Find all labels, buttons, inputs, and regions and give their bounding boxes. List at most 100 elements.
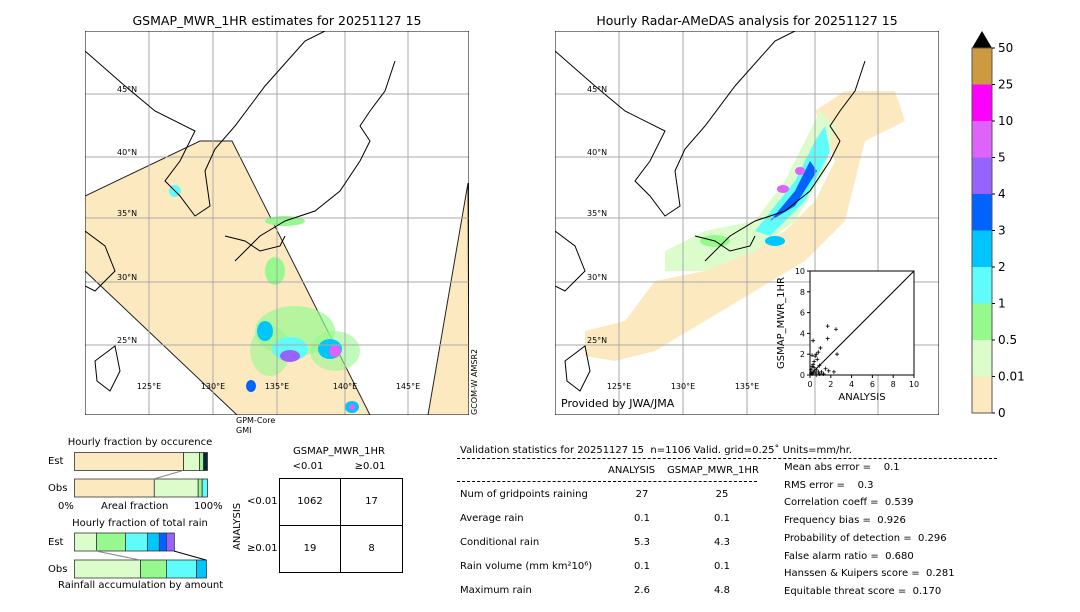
occ-est-label: Est — [48, 456, 64, 467]
colorbar-swatch — [972, 48, 992, 85]
connector — [95, 550, 141, 561]
lat-label: 45°N — [587, 85, 607, 94]
colorbar-swatch — [972, 194, 992, 231]
stat-label: Average rain — [460, 513, 524, 524]
rain-est-label: Est — [48, 537, 64, 548]
rain-est-segment — [166, 532, 175, 552]
score-line: Mean abs error = 0.1 — [784, 462, 900, 473]
scatter-point — [810, 364, 815, 369]
colorbar-tick-label: 25 — [998, 78, 1013, 92]
stats-divider — [457, 458, 997, 459]
scatter-point — [813, 370, 818, 375]
lat-label: 40°N — [117, 148, 137, 157]
scatter-point — [825, 336, 830, 341]
scatter-point — [809, 370, 814, 375]
stat-gsmap: 25 — [715, 489, 729, 500]
colorbar-tick-label: 50 — [998, 41, 1013, 55]
stat-analysis: 0.1 — [634, 513, 650, 524]
x-axis-label: ANALYSIS — [838, 392, 885, 403]
rain-xlabel: Rainfall accumulation by amount — [58, 580, 224, 591]
scatter-point — [825, 324, 830, 329]
y-tick-label: 4 — [800, 329, 805, 338]
lat-label: 30°N — [587, 273, 607, 282]
connector — [173, 550, 207, 561]
row-axis-label: ANALYSIS — [232, 502, 243, 550]
scatter-point — [811, 338, 816, 343]
lat-label: 25°N — [587, 336, 607, 345]
score-line: Probability of detection = 0.296 — [784, 532, 947, 544]
rain-title: Hourly fraction of total rain — [72, 518, 208, 529]
col-lt: <0.01 — [292, 461, 324, 472]
stats-table-divider — [457, 481, 757, 482]
stat-label: Conditional rain — [460, 537, 540, 548]
x-tick-label: 6 — [870, 380, 875, 389]
occ-est-segment — [199, 452, 204, 471]
occurrence-bars — [74, 452, 208, 498]
colorbar-swatch — [972, 84, 992, 121]
stat-gsmap: 0.1 — [714, 513, 730, 524]
analysis-rain-areas — [585, 91, 905, 361]
rain-areas — [169, 185, 360, 413]
y-tick-label: 8 — [800, 288, 805, 297]
connector — [153, 470, 184, 480]
stats-header: Validation statistics for 20251127 15 n=… — [460, 445, 853, 456]
scatter-point — [813, 354, 818, 359]
scatter-point — [812, 365, 817, 370]
col-ge: ≥0.01 — [354, 461, 386, 472]
stat-analysis: 5.3 — [634, 537, 650, 548]
occ-obs-segment — [201, 478, 208, 498]
gpm-label-1: GPM-Core — [236, 416, 276, 425]
lat-label: 45°N — [117, 85, 137, 94]
occ-obs-segment — [197, 478, 203, 498]
scatter-point — [814, 352, 819, 357]
scatter-point — [835, 352, 840, 357]
colorbar-swatch — [972, 303, 992, 340]
x-tick-label: 0 — [807, 380, 812, 389]
colorbar-swatch — [972, 230, 992, 267]
occ-est-segment — [74, 452, 184, 471]
colorbar-tick-label: 5 — [998, 151, 1006, 165]
lat-label: 30°N — [117, 273, 137, 282]
data-credit: Provided by JWA/JMA — [561, 397, 675, 410]
lat-label: 35°N — [117, 209, 137, 218]
score-line: Frequency bias = 0.926 — [784, 515, 906, 527]
occurrence-title: Hourly fraction by occurence — [67, 437, 213, 448]
rain-est-segment — [158, 532, 167, 552]
y-axis-label: GSMAP_MWR_1HR — [776, 277, 787, 369]
score-line: Hanssen & Kuipers score = 0.281 — [784, 568, 955, 580]
y-tick-label: 2 — [800, 350, 805, 359]
right-map-title: Hourly Radar-AMeDAS analysis for 2025112… — [596, 13, 898, 28]
rain-est-segment — [146, 532, 160, 552]
contingency-title: GSMAP_MWR_1HR — [293, 446, 385, 457]
score-line: Equitable threat score = 0.170 — [784, 585, 942, 597]
colorbar-tick-label: 0.01 — [998, 370, 1025, 384]
row-ge: ≥0.01 — [247, 543, 278, 554]
lon-label: 125°E — [607, 382, 631, 391]
lon-label: 130°E — [671, 382, 695, 391]
rain-est-segment — [96, 532, 126, 552]
scatter-point — [819, 369, 824, 374]
rain-obs-segment — [140, 559, 167, 579]
scatter-point — [817, 371, 822, 376]
cell-hit-none: 1062 — [280, 479, 341, 526]
stat-analysis: 0.1 — [634, 561, 650, 572]
colorbar-tick-label: 0 — [998, 406, 1006, 420]
rain-bars — [74, 532, 207, 579]
colorbar-tick-label: 1 — [998, 297, 1006, 311]
occ-est-segment — [183, 452, 200, 471]
occ-obs-label: Obs — [48, 483, 68, 494]
scatter-point — [831, 369, 836, 374]
occ-obs-segment — [153, 478, 199, 498]
lon-label: 135°E — [735, 382, 759, 391]
stat-analysis: 2.6 — [634, 585, 650, 596]
lon-label: 125°E — [137, 382, 161, 391]
stat-label: Num of gridpoints raining — [460, 489, 588, 500]
rain-est-segment — [74, 532, 97, 552]
stat-gsmap: 0.1 — [714, 561, 730, 572]
left-map-title: GSMAP_MWR_1HR estimates for 20251127 15 — [132, 13, 422, 28]
colorbar-swatch — [972, 340, 992, 377]
occ-obs-segment — [74, 478, 155, 498]
cell-hit: 8 — [368, 543, 375, 555]
colorbar-swatch — [972, 157, 992, 194]
score-line: False alarm ratio = 0.680 — [784, 550, 914, 562]
